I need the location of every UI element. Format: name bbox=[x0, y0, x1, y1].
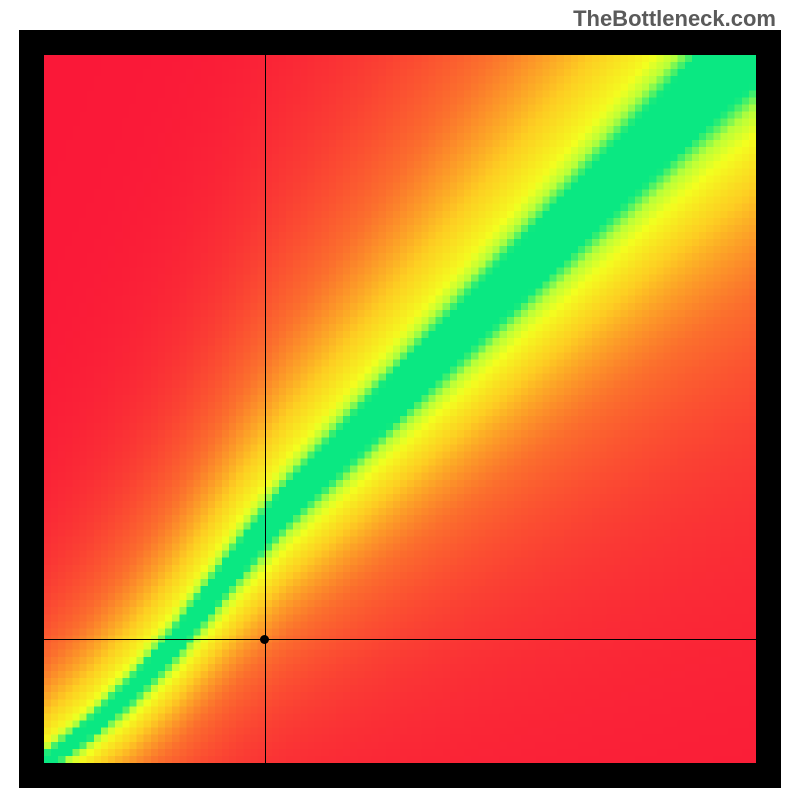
crosshair-vertical-line bbox=[265, 55, 266, 763]
crosshair-horizontal-line bbox=[44, 639, 756, 640]
watermark-text: TheBottleneck.com bbox=[0, 6, 776, 32]
crosshair-marker-dot bbox=[260, 635, 269, 644]
bottleneck-heatmap bbox=[44, 55, 756, 763]
chart-root: { "meta": { "image_width_px": 800, "imag… bbox=[0, 0, 800, 800]
